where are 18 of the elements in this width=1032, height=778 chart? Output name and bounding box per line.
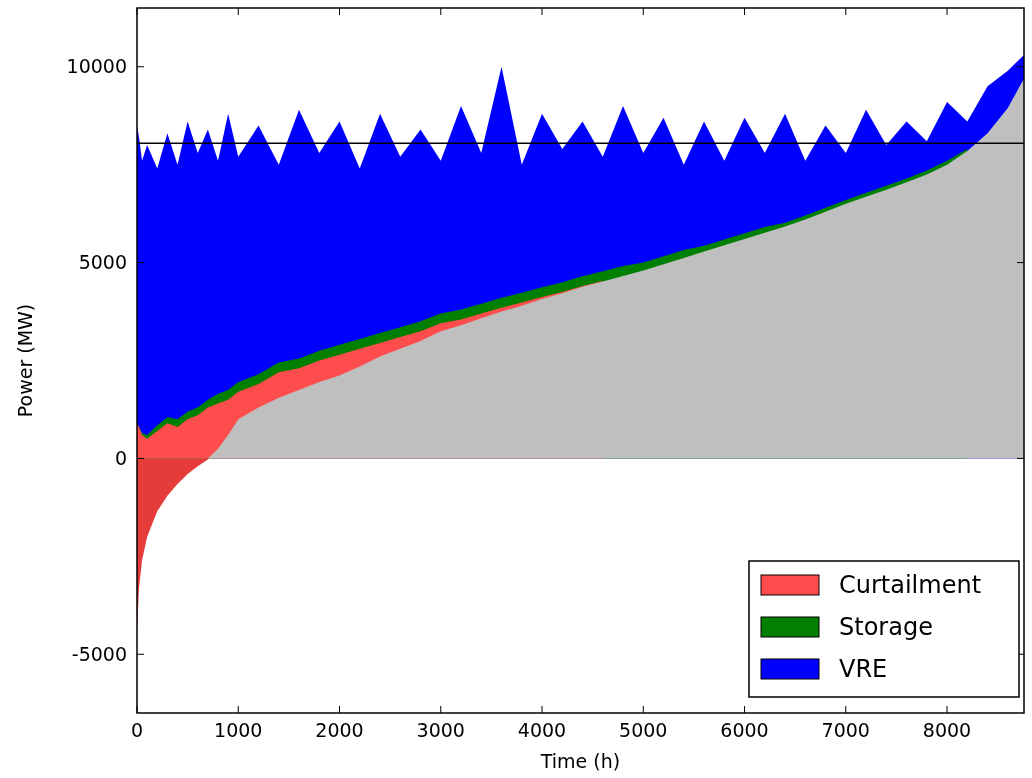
x-tick-label: 5000 xyxy=(619,719,668,741)
y-tick-label: 10000 xyxy=(66,55,127,78)
x-tick-label: 6000 xyxy=(720,719,769,741)
x-tick-label: 8000 xyxy=(922,719,972,741)
y-tick-label: 5000 xyxy=(78,251,127,274)
legend-label: Storage xyxy=(839,613,933,642)
x-tick-label: 4000 xyxy=(517,719,567,741)
y-tick-label: 0 xyxy=(114,447,127,470)
x-tick-label: 2000 xyxy=(315,719,364,741)
y-axis-title: Power (MW) xyxy=(14,303,36,418)
x-tick-label: 1000 xyxy=(214,719,263,741)
x-tick-label: 3000 xyxy=(416,719,465,741)
legend-label: Curtailment xyxy=(839,571,982,600)
x-tick-label: 7000 xyxy=(821,719,870,741)
x-tick-label: 0 xyxy=(130,719,144,741)
legend-label: VRE xyxy=(839,655,888,684)
y-tick-label: -5000 xyxy=(71,642,127,665)
x-axis-title: Time (h) xyxy=(539,750,621,772)
